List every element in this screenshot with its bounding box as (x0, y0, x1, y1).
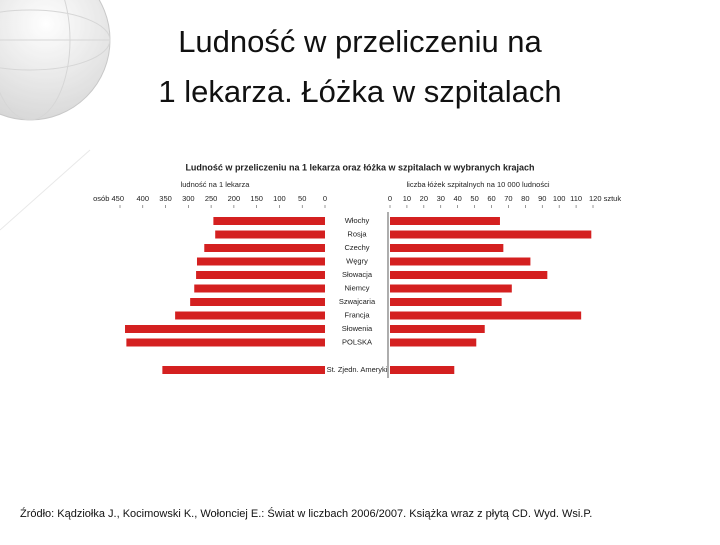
x-tick-label: 70 (504, 194, 512, 203)
x-tick-label: 350 (159, 194, 172, 203)
bar (390, 338, 477, 347)
slide-title: Ludność w przeliczeniu na (178, 24, 542, 59)
bar (390, 311, 582, 320)
x-tick-label: 60 (487, 194, 495, 203)
bar (162, 366, 325, 374)
x-tick-label: 20 (420, 194, 428, 203)
bar (213, 217, 325, 225)
category-label: POLSKA (342, 337, 372, 346)
bar (215, 230, 325, 239)
bar (194, 284, 325, 293)
x-tick-label: 90 (538, 194, 546, 203)
x-tick-label: 250 (205, 194, 218, 203)
x-tick-label: 10 (403, 194, 411, 203)
category-label: Czechy (344, 243, 369, 252)
category-label: Węgry (346, 256, 368, 265)
x-tick-label: 50 (470, 194, 478, 203)
bar (175, 311, 325, 320)
bar (390, 298, 502, 306)
x-tick-label: 100 (553, 194, 566, 203)
bar (390, 284, 512, 293)
x-tick-label: 30 (437, 194, 445, 203)
bar (390, 366, 455, 374)
axis-label: ludność na 1 lekarza (181, 180, 251, 189)
category-label: Włochy (345, 216, 370, 225)
x-tick-label: 200 (228, 194, 241, 203)
category-label: Rosja (347, 229, 367, 238)
bar (390, 217, 500, 225)
bar (390, 271, 548, 279)
bar (196, 271, 325, 279)
x-tick-label: 50 (298, 194, 306, 203)
bar (390, 257, 531, 266)
bar (390, 244, 504, 252)
category-label: St. Zjedn. Ameryki (327, 365, 388, 374)
bar (204, 244, 325, 252)
x-tick-label: 100 (273, 194, 286, 203)
x-tick-label: 300 (182, 194, 195, 203)
source-note: Źródło: Kądziołka J., Kocimowski K., Woł… (20, 507, 592, 520)
bar (390, 230, 592, 239)
bar (196, 257, 325, 266)
bar (390, 325, 485, 333)
axis-label: liczba łóżek szpitalnych na 10 000 ludno… (406, 180, 549, 189)
category-label: Słowacja (342, 270, 373, 279)
x-tick-label: osób 450 (93, 194, 124, 203)
x-tick-label: 40 (453, 194, 461, 203)
bar (190, 298, 325, 306)
category-label: Słowenia (342, 324, 373, 333)
globe-decoration (0, 0, 111, 231)
x-tick-label: 80 (521, 194, 529, 203)
slide-title: 1 lekarza. Łóżka w szpitalach (158, 74, 561, 109)
category-label: Szwajcaria (339, 297, 376, 306)
x-tick-label: 0 (323, 194, 327, 203)
x-tick-label: 150 (250, 194, 263, 203)
chart-title: Ludność w przeliczeniu na 1 lekarza oraz… (185, 162, 534, 172)
x-tick-label: 110 (570, 194, 582, 203)
x-tick-label: 400 (137, 194, 150, 203)
x-tick-label: 120 sztuk (589, 194, 621, 203)
category-label: Niemcy (344, 283, 369, 292)
x-tick-label: 0 (388, 194, 392, 203)
bar (125, 325, 325, 333)
bar (126, 338, 325, 347)
category-label: Francja (344, 310, 370, 319)
